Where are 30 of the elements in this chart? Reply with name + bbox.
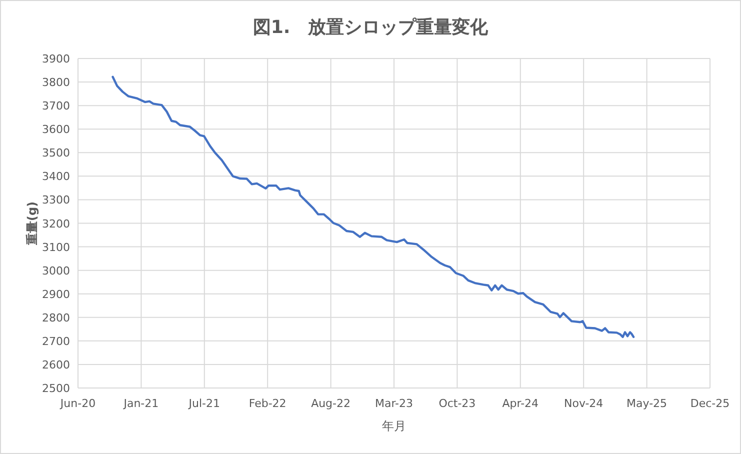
y-tick-label: 2500 xyxy=(42,382,70,395)
x-tick-label: Mar-23 xyxy=(374,397,414,410)
y-tick-label: 3100 xyxy=(42,240,70,254)
y-tick-label: 3900 xyxy=(42,52,70,66)
y-tick-label: 3300 xyxy=(42,194,70,207)
y-tick-label: 3200 xyxy=(42,217,70,230)
x-axis-title: 年月 xyxy=(382,419,406,433)
x-tick-label: Jan-21 xyxy=(122,397,159,410)
y-tick-label: 3500 xyxy=(42,146,70,160)
y-tick-label: 3800 xyxy=(42,76,70,90)
chart-title: 図1. 放置シロップ重量変化 xyxy=(252,17,490,38)
y-tick-label: 2800 xyxy=(42,311,70,324)
y-tick-label: 3700 xyxy=(42,100,70,113)
x-tick-label: Dec-25 xyxy=(690,397,730,410)
x-tick-label: Apr-24 xyxy=(502,397,539,410)
x-tick-label: Oct-23 xyxy=(438,397,476,410)
y-tick-label: 3600 xyxy=(42,123,70,136)
y-tick-label: 2600 xyxy=(42,358,70,372)
x-tick-label: Jul-21 xyxy=(188,397,220,410)
y-tick-label: 3400 xyxy=(42,170,70,184)
x-tick-label: Jun-20 xyxy=(59,397,96,410)
y-tick-label: 2900 xyxy=(42,288,70,301)
x-tick-label: Aug-22 xyxy=(311,397,351,410)
x-tick-label: Feb-22 xyxy=(248,397,286,410)
y-axis-title: 重量(g) xyxy=(25,201,39,246)
x-tick-label: Nov-24 xyxy=(564,397,604,410)
y-tick-label: 3000 xyxy=(42,264,70,278)
line-series xyxy=(112,76,635,338)
x-tick-label: May-25 xyxy=(626,397,668,410)
y-tick-label: 2700 xyxy=(42,334,70,348)
